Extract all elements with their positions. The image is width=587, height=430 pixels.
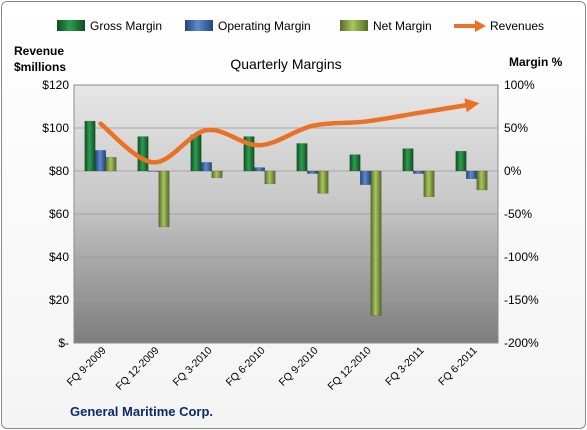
bar-gross-margin-fq-12-2010 <box>349 154 361 172</box>
bar-net-margin-fq-9-2009 <box>105 156 117 172</box>
left-tick-label: $80 <box>49 164 69 178</box>
bar-operating-margin-fq-6-2011 <box>466 170 477 179</box>
bar-operating-margin-fq-12-2010 <box>360 170 371 186</box>
x-tick-label: FQ 3-2010 <box>171 345 215 389</box>
company-name: General Maritime Corp. <box>70 404 213 419</box>
bar-gross-margin-fq-9-2010 <box>296 143 308 172</box>
left-axis: $- $20 $40 $60 $80 $100 $120 <box>42 78 69 350</box>
left-tick-label: $60 <box>49 207 69 221</box>
legend-swatch-revenues <box>454 20 486 32</box>
left-tick-label: $- <box>58 336 69 350</box>
bar-gross-margin-fq-6-2010 <box>243 136 255 172</box>
bar-gross-margin-fq-3-2011 <box>402 148 414 172</box>
bar-net-margin-fq-9-2010 <box>317 170 329 194</box>
x-tick-label: FQ 9-2009 <box>65 345 109 389</box>
bar-gross-margin-fq-9-2009 <box>84 120 96 172</box>
bar-net-margin-fq-12-2010 <box>370 170 382 316</box>
right-axis-label: Margin % <box>509 55 563 69</box>
bar-net-margin-fq-6-2010 <box>264 170 276 185</box>
bar-gross-margin-fq-6-2011 <box>455 150 467 172</box>
bar-operating-margin-fq-3-2010 <box>201 162 212 172</box>
left-tick-label: $120 <box>42 78 69 92</box>
left-tick-label: $20 <box>49 293 69 307</box>
x-tick-label: FQ 3-2011 <box>383 345 427 389</box>
legend-swatch-operating-margin <box>185 20 213 31</box>
right-tick-label: -50% <box>504 207 532 221</box>
left-tick-label: $100 <box>42 121 69 135</box>
left-axis-label-line1: Revenue <box>14 44 64 58</box>
chart-title: Quarterly Margins <box>230 56 341 72</box>
right-axis: -200% -150% -100% -50% 0% 50% 100% <box>504 78 539 350</box>
bar-series <box>84 120 488 316</box>
legend-label-revenues: Revenues <box>490 19 544 33</box>
right-tick-label: 0% <box>504 164 522 178</box>
left-tick-label: $40 <box>49 250 69 264</box>
legend-swatch-gross-margin <box>57 20 85 31</box>
bar-operating-margin-fq-9-2009 <box>95 150 106 172</box>
x-axis: FQ 9-2009 FQ 12-2009 FQ 3-2010 FQ 6-2010 FQ … <box>65 345 480 393</box>
right-tick-label: -150% <box>504 293 539 307</box>
legend-swatch-net-margin <box>340 20 368 31</box>
left-axis-label-line2: $millions <box>14 60 66 74</box>
x-tick-label: FQ 6-2010 <box>224 345 268 389</box>
legend: Gross Margin Operating Margin Net Margin… <box>57 19 544 33</box>
bar-operating-margin-fq-6-2010 <box>254 167 265 172</box>
x-tick-label: FQ 9-2010 <box>277 345 321 389</box>
legend-label-operating-margin: Operating Margin <box>218 19 311 33</box>
x-tick-label: FQ 12-2009 <box>114 345 162 393</box>
bar-operating-margin-fq-3-2011 <box>413 170 424 174</box>
legend-label-gross-margin: Gross Margin <box>90 19 162 33</box>
bar-gross-margin-fq-3-2010 <box>190 134 202 172</box>
right-tick-label: 100% <box>504 78 535 92</box>
bar-net-margin-fq-3-2010 <box>211 170 223 179</box>
bar-net-margin-fq-3-2011 <box>423 170 435 198</box>
bar-operating-margin-fq-12-2009 <box>148 170 159 172</box>
right-tick-label: -100% <box>504 250 539 264</box>
bar-operating-margin-fq-9-2010 <box>307 170 318 174</box>
right-tick-label: -200% <box>504 336 539 350</box>
bar-net-margin-fq-12-2009 <box>158 170 170 228</box>
revenue-arrowhead <box>464 98 480 113</box>
series-line-revenues <box>98 102 474 165</box>
x-tick-label: FQ 12-2010 <box>326 345 374 393</box>
bar-gross-margin-fq-12-2009 <box>137 136 149 172</box>
revenue-line <box>98 98 480 165</box>
bar-net-margin-fq-6-2011 <box>476 170 488 191</box>
legend-label-net-margin: Net Margin <box>373 19 432 33</box>
x-tick-label: FQ 6-2011 <box>436 345 480 389</box>
right-tick-label: 50% <box>504 121 528 135</box>
